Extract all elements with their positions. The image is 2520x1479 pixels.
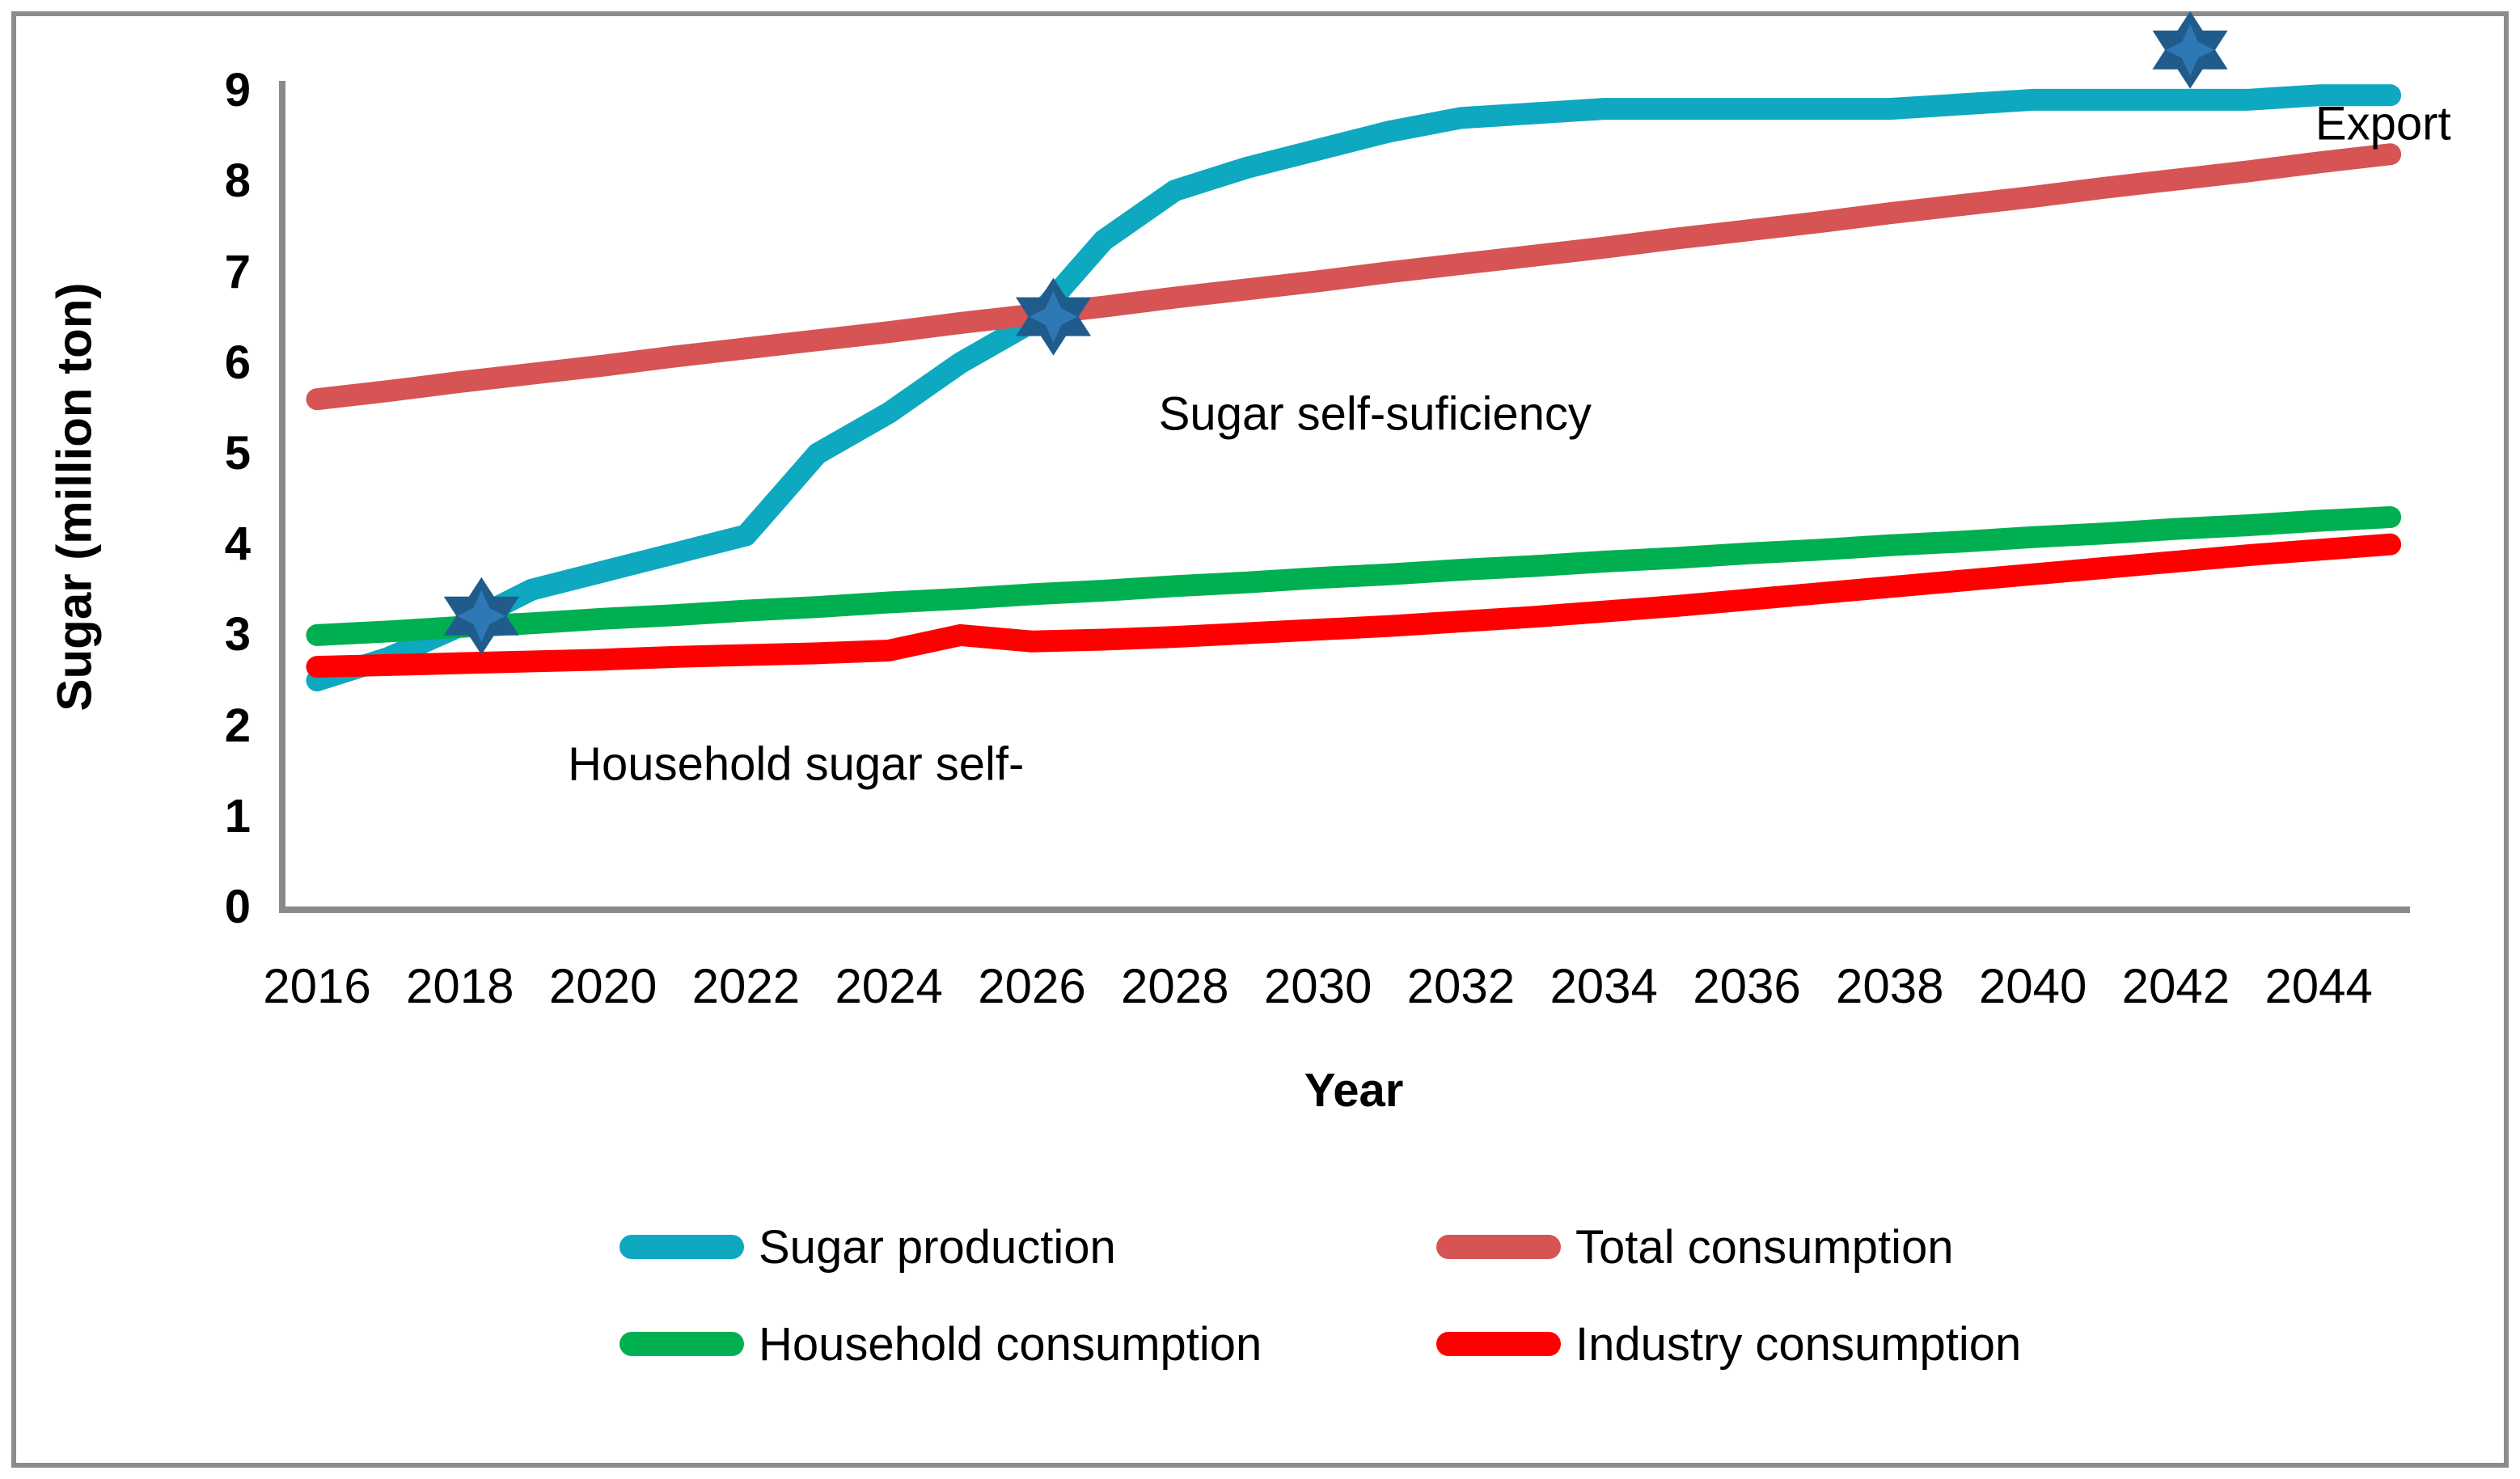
x-tick-label: 2038 [1836, 959, 1944, 1013]
series-line-2 [306, 506, 2402, 646]
series-line-0 [306, 84, 2402, 691]
legend-label: Industry consumption [1575, 1317, 2022, 1371]
legend-swatch-industry-consumption [1436, 1332, 1561, 1356]
x-tick-label: 2036 [1693, 959, 1801, 1013]
legend-label: Total consumption [1575, 1220, 1954, 1274]
y-tick-label: 2 [224, 699, 251, 752]
chart-border [11, 11, 2509, 1468]
y-tick-label: 5 [224, 427, 251, 480]
x-tick-label: 2030 [1263, 959, 1372, 1013]
x-tick-label: 2016 [263, 959, 371, 1013]
y-tick-label: 6 [224, 336, 251, 389]
legend-item-industry-consumption: Industry consumption [1436, 1312, 2021, 1376]
y-tick-label: 3 [224, 608, 251, 661]
x-tick-label: 2028 [1121, 959, 1229, 1013]
series-line-3 [306, 533, 2402, 678]
legend-item-household-consumption: Household consumption [619, 1312, 1262, 1376]
y-tick-label: 8 [224, 154, 251, 208]
legend-swatch-sugar-production [619, 1235, 744, 1259]
legend-swatch-total-consumption [1436, 1235, 1561, 1259]
x-tick-label: 2034 [1550, 959, 1658, 1013]
x-tick-label: 2040 [1978, 959, 2087, 1013]
y-tick-label: 1 [224, 789, 251, 843]
x-tick-label: 2026 [978, 959, 1086, 1013]
annotation-export: Export [2315, 97, 2451, 150]
x-axis-title: Year [1304, 1064, 1404, 1117]
legend-item-sugar-production: Sugar production [619, 1215, 1116, 1279]
y-tick-label: 0 [224, 881, 251, 933]
legend-label: Sugar production [759, 1220, 1116, 1274]
y-axis-title: Sugar (million ton) [47, 282, 102, 712]
x-tick-label: 2022 [691, 959, 801, 1013]
legend-swatch-household-consumption [619, 1332, 744, 1356]
star-marker [1016, 277, 1092, 356]
legend-label: Household consumption [759, 1317, 1262, 1371]
x-tick-label: 2024 [835, 959, 943, 1013]
x-tick-label: 2042 [2121, 959, 2230, 1013]
annotation-household-self-sufficiency: Household sugar self- [568, 737, 1025, 791]
x-tick-label: 2020 [548, 959, 657, 1013]
star-marker [2152, 11, 2228, 89]
x-tick-label: 2032 [1406, 959, 1516, 1013]
annotation-sugar-self-sufficiency: Sugar self-suficiency [1158, 387, 1592, 441]
star-marker [443, 577, 519, 655]
y-tick-label: 9 [224, 64, 251, 117]
y-tick-label: 7 [224, 245, 251, 298]
x-tick-label: 2044 [2264, 959, 2373, 1013]
legend-item-total-consumption: Total consumption [1436, 1215, 1953, 1279]
series-line-1 [306, 143, 2402, 411]
x-tick-label: 2018 [406, 959, 514, 1013]
y-tick-label: 4 [224, 518, 251, 571]
